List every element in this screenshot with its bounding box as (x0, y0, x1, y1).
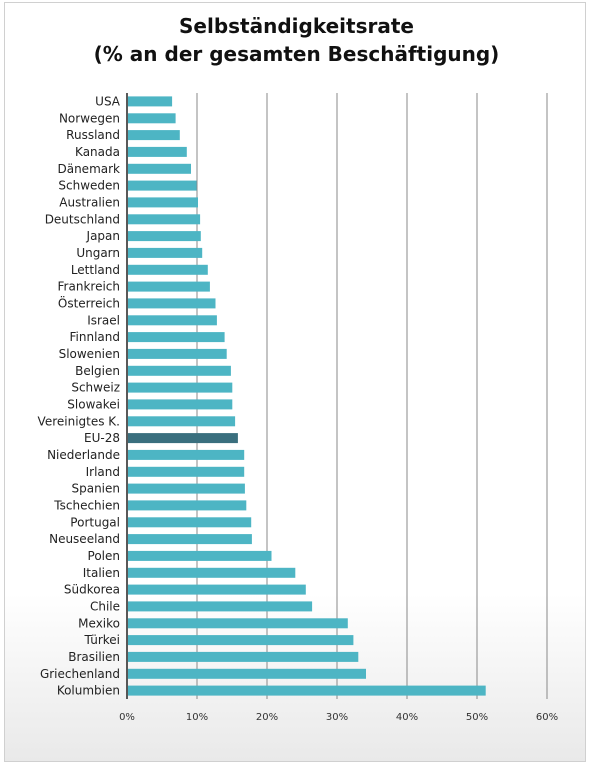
category-label-35: Kolumbien (57, 684, 120, 698)
bar-1 (128, 113, 176, 124)
category-label-14: Finnland (70, 330, 120, 344)
category-label-9: Ungarn (76, 246, 120, 260)
x-tick-label-20: 20% (256, 712, 278, 723)
category-label-7: Deutschland (45, 212, 120, 226)
bar-9 (128, 247, 203, 258)
x-tick-label-40: 40% (396, 712, 418, 723)
bar-12 (128, 298, 216, 309)
category-label-5: Schweden (58, 179, 120, 193)
bar-17 (128, 382, 233, 393)
bar-25 (128, 517, 252, 528)
category-label-34: Griechenland (40, 667, 120, 681)
category-label-31: Mexiko (78, 616, 120, 630)
chart-title-line-1: Selbständigkeitsrate (179, 14, 414, 38)
category-label-10: Lettland (71, 263, 120, 277)
category-label-32: Türkei (84, 633, 120, 647)
category-label-2: Russland (66, 128, 120, 142)
bar-10 (128, 264, 208, 275)
bar-18 (128, 399, 233, 410)
x-tick-label-60: 60% (536, 712, 558, 723)
category-label-16: Belgien (75, 364, 120, 378)
x-tick-label-10: 10% (186, 712, 208, 723)
category-label-4: Dänemark (57, 162, 120, 176)
category-label-20: EU-28 (84, 431, 120, 445)
bar-26 (128, 534, 252, 545)
bar-22 (128, 466, 245, 477)
bar-31 (128, 618, 348, 629)
category-label-15: Slowenien (59, 347, 120, 361)
x-tick-label-0: 0% (119, 712, 135, 723)
bar-20 (128, 433, 238, 444)
category-label-26: Neuseeland (49, 532, 120, 546)
category-label-27: Polen (88, 549, 120, 563)
category-label-19: Vereinigtes K. (38, 414, 120, 428)
category-label-18: Slowakei (67, 397, 120, 411)
bar-13 (128, 315, 217, 326)
category-label-25: Portugal (70, 515, 120, 529)
bar-5 (128, 180, 197, 191)
bar-30 (128, 601, 313, 612)
bar-32 (128, 635, 354, 646)
category-label-11: Frankreich (58, 280, 120, 294)
bar-8 (128, 231, 201, 242)
bar-11 (128, 281, 210, 292)
bar-27 (128, 550, 272, 561)
bar-2 (128, 130, 180, 141)
category-label-1: Norwegen (59, 111, 120, 125)
bar-35 (128, 685, 486, 696)
bar-34 (128, 668, 366, 679)
category-label-28: Italien (83, 566, 120, 580)
bar-23 (128, 483, 245, 494)
bar-16 (128, 365, 231, 376)
category-label-3: Kanada (75, 145, 120, 159)
bar-0 (128, 96, 173, 107)
category-label-22: Irland (86, 465, 120, 479)
bar-19 (128, 416, 236, 427)
chart-title-line-2: (% an der gesamten Beschäftigung) (93, 42, 500, 66)
category-label-17: Schweiz (71, 381, 120, 395)
chart-title: Selbständigkeitsrate (% an der gesamten … (0, 12, 593, 68)
category-label-23: Spanien (71, 482, 120, 496)
category-label-13: Israel (87, 313, 120, 327)
bar-28 (128, 567, 296, 578)
bar-15 (128, 348, 227, 359)
category-label-21: Niederlande (47, 448, 120, 462)
category-label-8: Japan (86, 229, 120, 243)
bar-4 (128, 163, 191, 174)
x-tick-label-50: 50% (466, 712, 488, 723)
bar-24 (128, 500, 247, 511)
bar-14 (128, 332, 225, 343)
category-label-12: Österreich (58, 294, 120, 310)
category-label-33: Brasilien (68, 650, 120, 664)
bar-29 (128, 584, 306, 595)
bar-33 (128, 651, 359, 662)
bar-6 (128, 197, 198, 208)
x-tick-label-30: 30% (326, 712, 348, 723)
bar-3 (128, 146, 187, 157)
category-label-6: Australien (59, 195, 120, 209)
category-label-24: Tschechien (53, 498, 120, 512)
bar-21 (128, 449, 245, 460)
bar-7 (128, 214, 201, 225)
category-label-0: USA (95, 94, 121, 108)
category-label-29: Südkorea (64, 583, 120, 597)
category-label-30: Chile (90, 599, 120, 613)
